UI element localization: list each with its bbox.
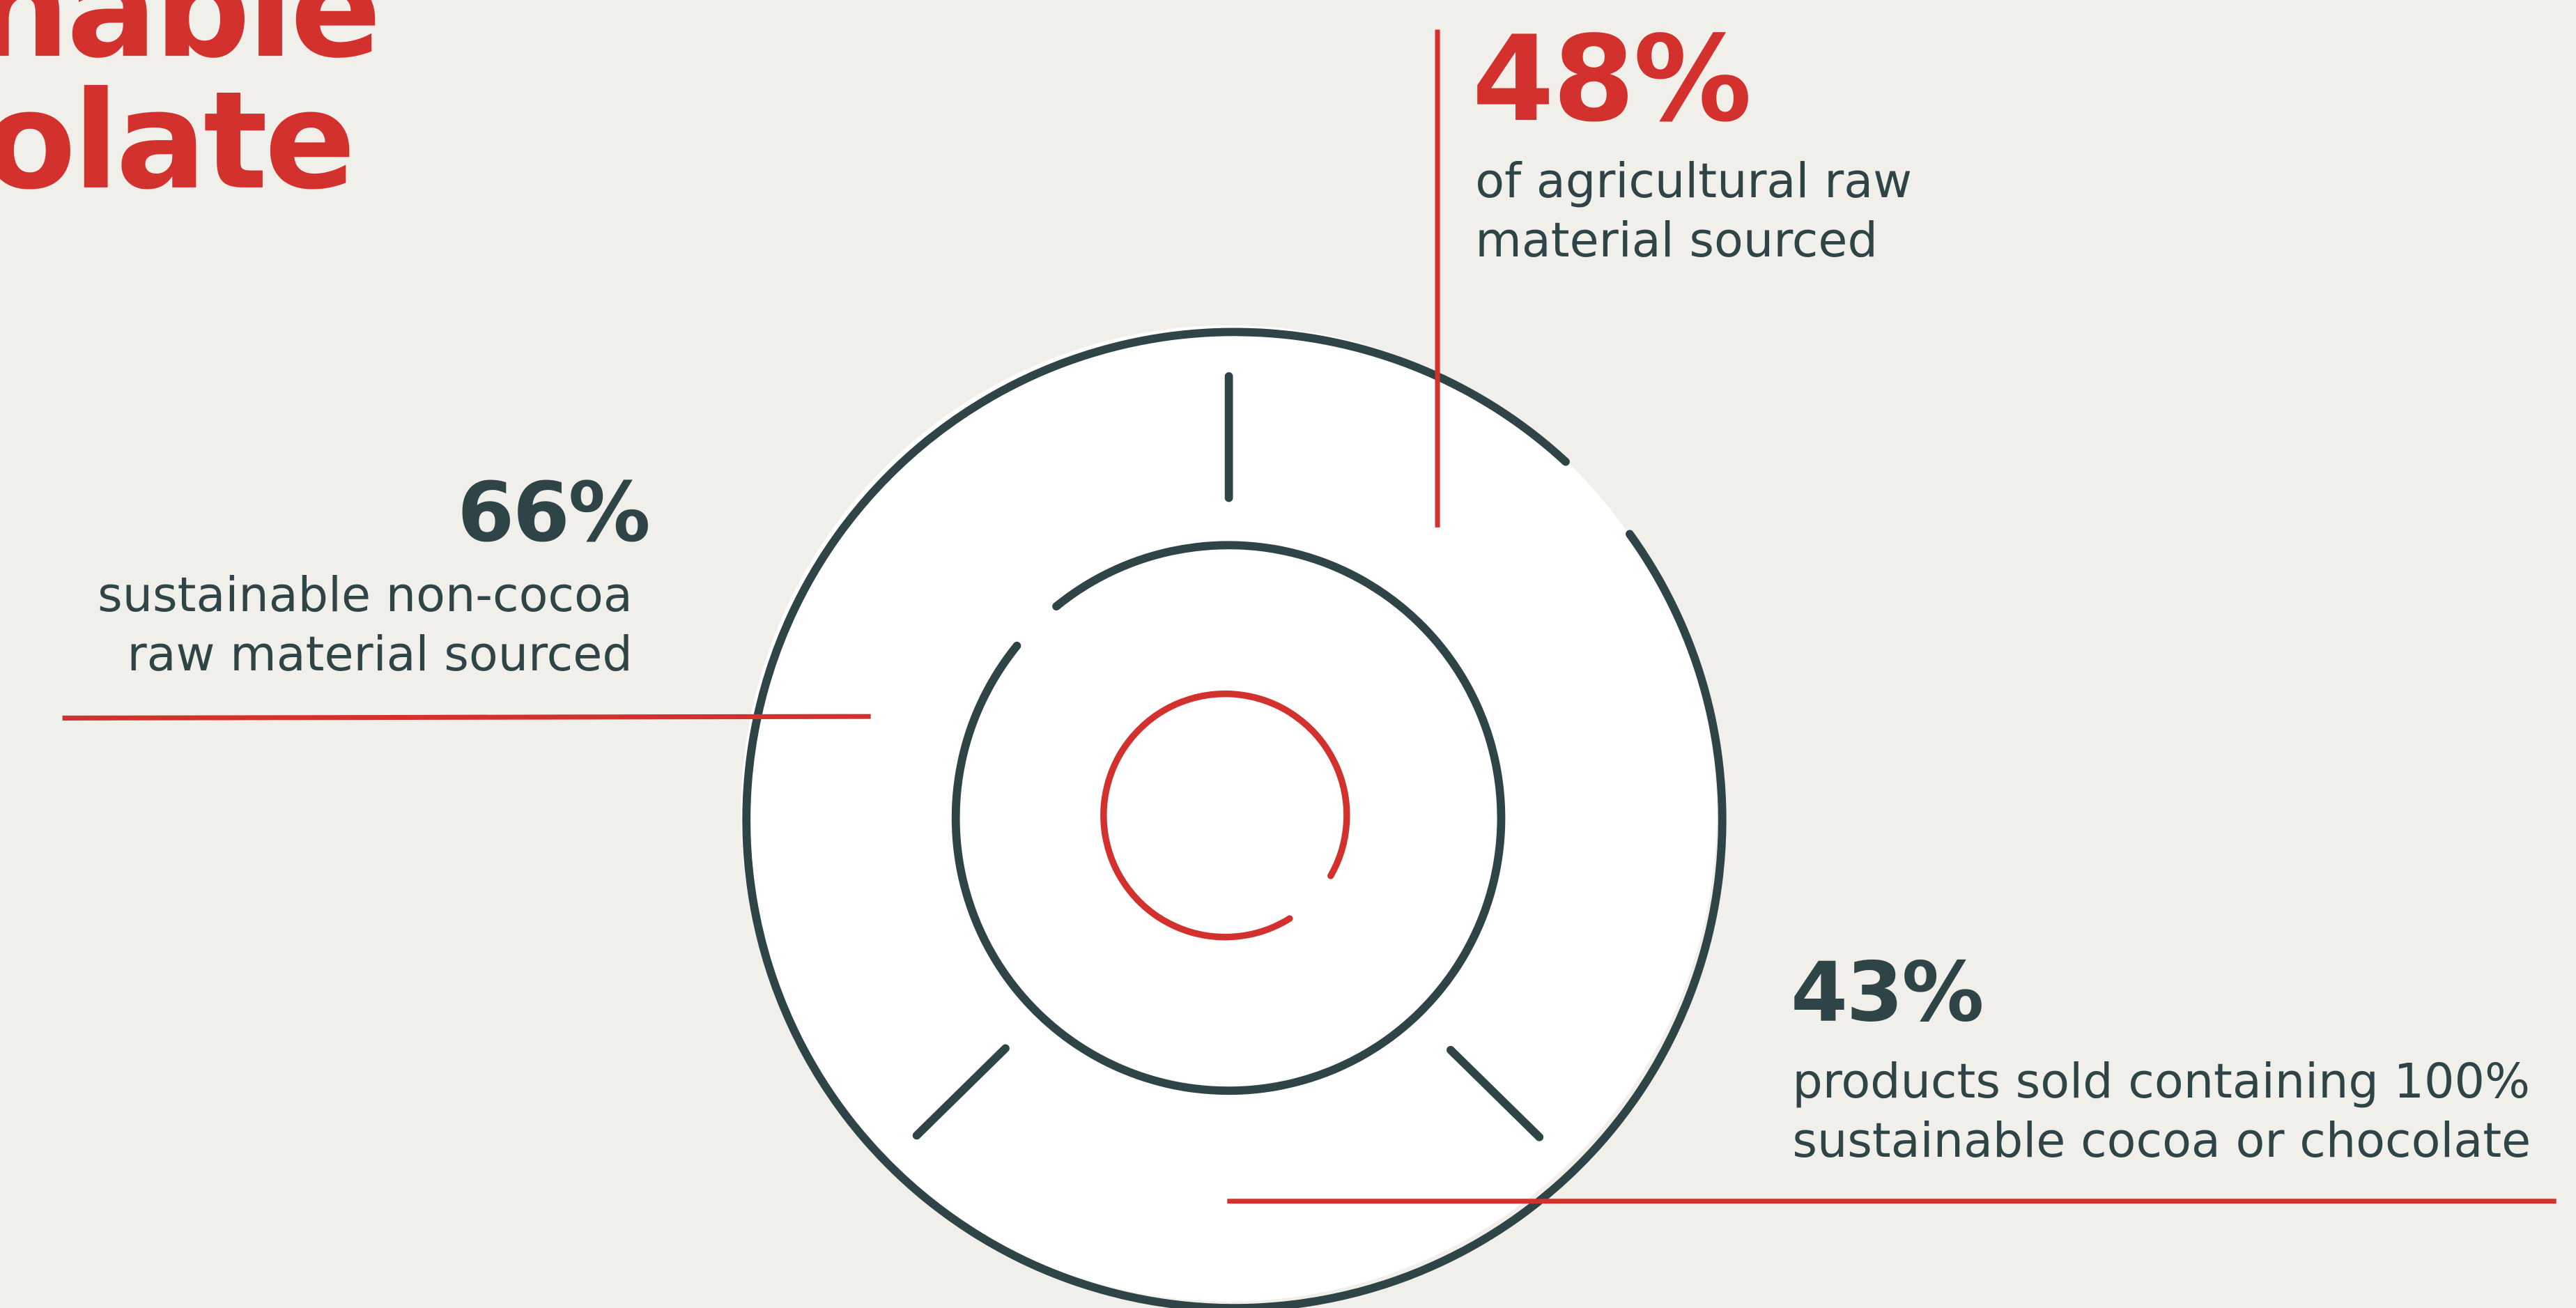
outer-ring: [742, 328, 1727, 1308]
stat-non-cocoa-desc-line-2: raw material sourced: [127, 626, 633, 682]
spoke-bottom-left: [912, 1044, 1010, 1140]
stat-non-cocoa-value: 66%: [457, 465, 650, 561]
stat-agricultural-desc-line-1: of agricultural raw: [1475, 153, 1913, 209]
stat-non-cocoa-description: sustainable non-cocoa raw material sourc…: [98, 565, 633, 684]
callout-line-non-cocoa: [62, 714, 871, 721]
spoke-bottom-right: [1447, 1045, 1544, 1141]
stat-agricultural-description: of agricultural raw material sourced: [1475, 151, 1912, 270]
stat-cocoa-products-desc-line-1: products sold containing 100%: [1792, 1053, 2531, 1109]
stat-agricultural-value: 48%: [1472, 10, 1752, 148]
stat-non-cocoa-desc-line-1: sustainable non-cocoa: [98, 567, 633, 623]
page-title-line-1: inable: [0, 0, 382, 89]
page-title-line-2: olate: [0, 63, 356, 220]
stat-cocoa-products-desc-line-2: sustainable cocoa or chocolate: [1792, 1112, 2531, 1169]
inner-ring: [1100, 690, 1350, 941]
middle-ring: [951, 541, 1506, 1095]
stat-cocoa-products-description: products sold containing 100% sustainabl…: [1792, 1052, 2531, 1170]
stat-agricultural-desc-line-2: material sourced: [1475, 212, 1878, 268]
outer-ring-fill: [741, 325, 1717, 1302]
stat-cocoa-products-value: 43%: [1790, 944, 1984, 1040]
